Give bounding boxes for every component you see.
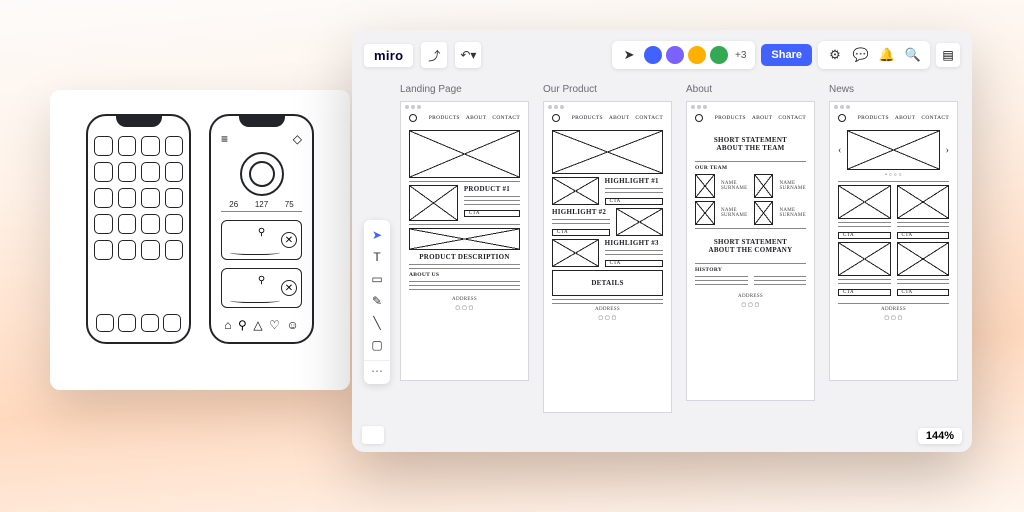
image-placeholder [838,242,891,276]
details-box: DETAILS [552,270,663,296]
cursor-pick-icon[interactable]: ➤ [618,44,640,66]
footer-text: ADDRESS [552,307,663,312]
image-placeholder [897,242,950,276]
activity-panel-icon[interactable]: ▤ [936,43,960,67]
select-tool-icon[interactable]: ➤ [364,224,390,246]
image-placeholder [409,228,520,250]
hero-image-placeholder [552,130,663,174]
pen-tool-icon[interactable]: ✎ [364,290,390,312]
more-tools-icon[interactable]: ⋯ [364,360,390,380]
profile-header: ≡◇ [217,132,306,146]
footer-text: ADDRESS [409,297,520,302]
miro-topbar: miro ⤴ ↶▾ ➤ +3 Share ⚙ 💬 🔔 🔍 [364,40,960,70]
frame-label[interactable]: Landing Page [400,84,529,95]
frame-news[interactable]: PRODUCTSABOUTCONTACT ‹ › • ○ ○ ○ CTA CTA [829,101,958,381]
minimap-button[interactable] [362,426,384,444]
image-placeholder [897,185,950,219]
frame-landing[interactable]: PRODUCTSABOUTCONTACT PRODUCT #1 CTA [400,101,529,381]
text-tool-icon[interactable]: T [364,246,390,268]
hero-image-placeholder [409,130,520,178]
avatar-placeholder [754,174,774,198]
heading: PRODUCT #1 [464,185,520,193]
footer-text: ADDRESS [838,307,949,312]
image-placeholder [838,185,891,219]
cta-button: CTA [838,232,891,239]
heading: SHORT STATEMENT ABOUT THE TEAM [695,130,806,158]
image-placeholder [552,239,599,267]
list-card: ⚲✕ [221,220,302,260]
presence-cluster[interactable]: ➤ +3 [612,41,755,69]
frame-tool-icon[interactable]: ▢ [364,334,390,356]
profile-stats: 2612775 [221,200,302,212]
carousel-placeholder [847,130,939,170]
canvas[interactable]: Landing Page PRODUCTSABOUTCONTACT PRODUC… [400,84,958,438]
app-grid [94,132,183,260]
avatar-overflow[interactable]: +3 [732,50,749,61]
cta-button: CTA [897,289,950,296]
export-icon[interactable]: ⤴ [421,42,447,68]
footer-text: ADDRESS [695,294,806,299]
avatar[interactable] [688,46,706,64]
image-placeholder [552,177,599,205]
image-placeholder [409,185,458,221]
phone-dock [94,314,183,332]
sticky-tool-icon[interactable]: ▭ [364,268,390,290]
line-tool-icon[interactable]: ╲ [364,312,390,334]
subheading: OUR TEAM [695,165,806,171]
avatar[interactable] [710,46,728,64]
frame-label[interactable]: About [686,84,815,95]
undo-icon[interactable]: ↶▾ [455,42,481,68]
heading: HIGHLIGHT #1 [605,177,663,185]
phone-homescreen [86,114,191,344]
zoom-level[interactable]: 144% [918,428,962,444]
heading: SHORT STATEMENT ABOUT THE COMPANY [695,232,806,260]
cta-button: CTA [897,232,950,239]
miro-window: miro ⤴ ↶▾ ➤ +3 Share ⚙ 💬 🔔 🔍 [352,30,972,452]
search-icon[interactable]: 🔍 [902,44,924,66]
frame-about[interactable]: PRODUCTSABOUTCONTACT SHORT STATEMENT ABO… [686,101,815,401]
subheading: HISTORY [695,267,806,273]
heading: ABOUT US [409,272,520,278]
avatar [240,152,284,196]
heading: HIGHLIGHT #3 [605,239,663,247]
avatar[interactable] [644,46,662,64]
cta-button: CTA [605,198,663,205]
list-card: ⚲✕ [221,268,302,308]
cta-button: CTA [605,260,663,267]
frame-label[interactable]: News [829,84,958,95]
avatar-placeholder [754,201,774,225]
heading: PRODUCT DESCRIPTION [409,253,520,261]
avatar-placeholder [695,201,715,225]
wireframe-sketch-card: ≡◇ 2612775 ⚲✕ ⚲✕ ⌂⚲△♡☺ [50,90,350,390]
comment-icon[interactable]: 💬 [850,44,872,66]
frame-label[interactable]: Our Product [543,84,672,95]
side-toolbar: ➤ T ▭ ✎ ╲ ▢ ⋯ [364,220,390,384]
avatar-placeholder [695,174,715,198]
cta-button: CTA [464,210,520,217]
image-placeholder [616,208,663,236]
phone-profile: ≡◇ 2612775 ⚲✕ ⚲✕ ⌂⚲△♡☺ [209,114,314,344]
miro-logo[interactable]: miro [364,44,413,67]
phone-tabbar: ⌂⚲△♡☺ [221,318,302,332]
bell-icon[interactable]: 🔔 [876,44,898,66]
frame-product[interactable]: PRODUCTSABOUTCONTACT HIGHLIGHT #1CTA HIG… [543,101,672,413]
heading: HIGHLIGHT #2 [552,208,610,216]
settings-sliders-icon[interactable]: ⚙ [824,44,846,66]
avatar[interactable] [666,46,684,64]
cta-button: CTA [552,229,610,236]
share-button[interactable]: Share [761,44,812,66]
cta-button: CTA [838,289,891,296]
